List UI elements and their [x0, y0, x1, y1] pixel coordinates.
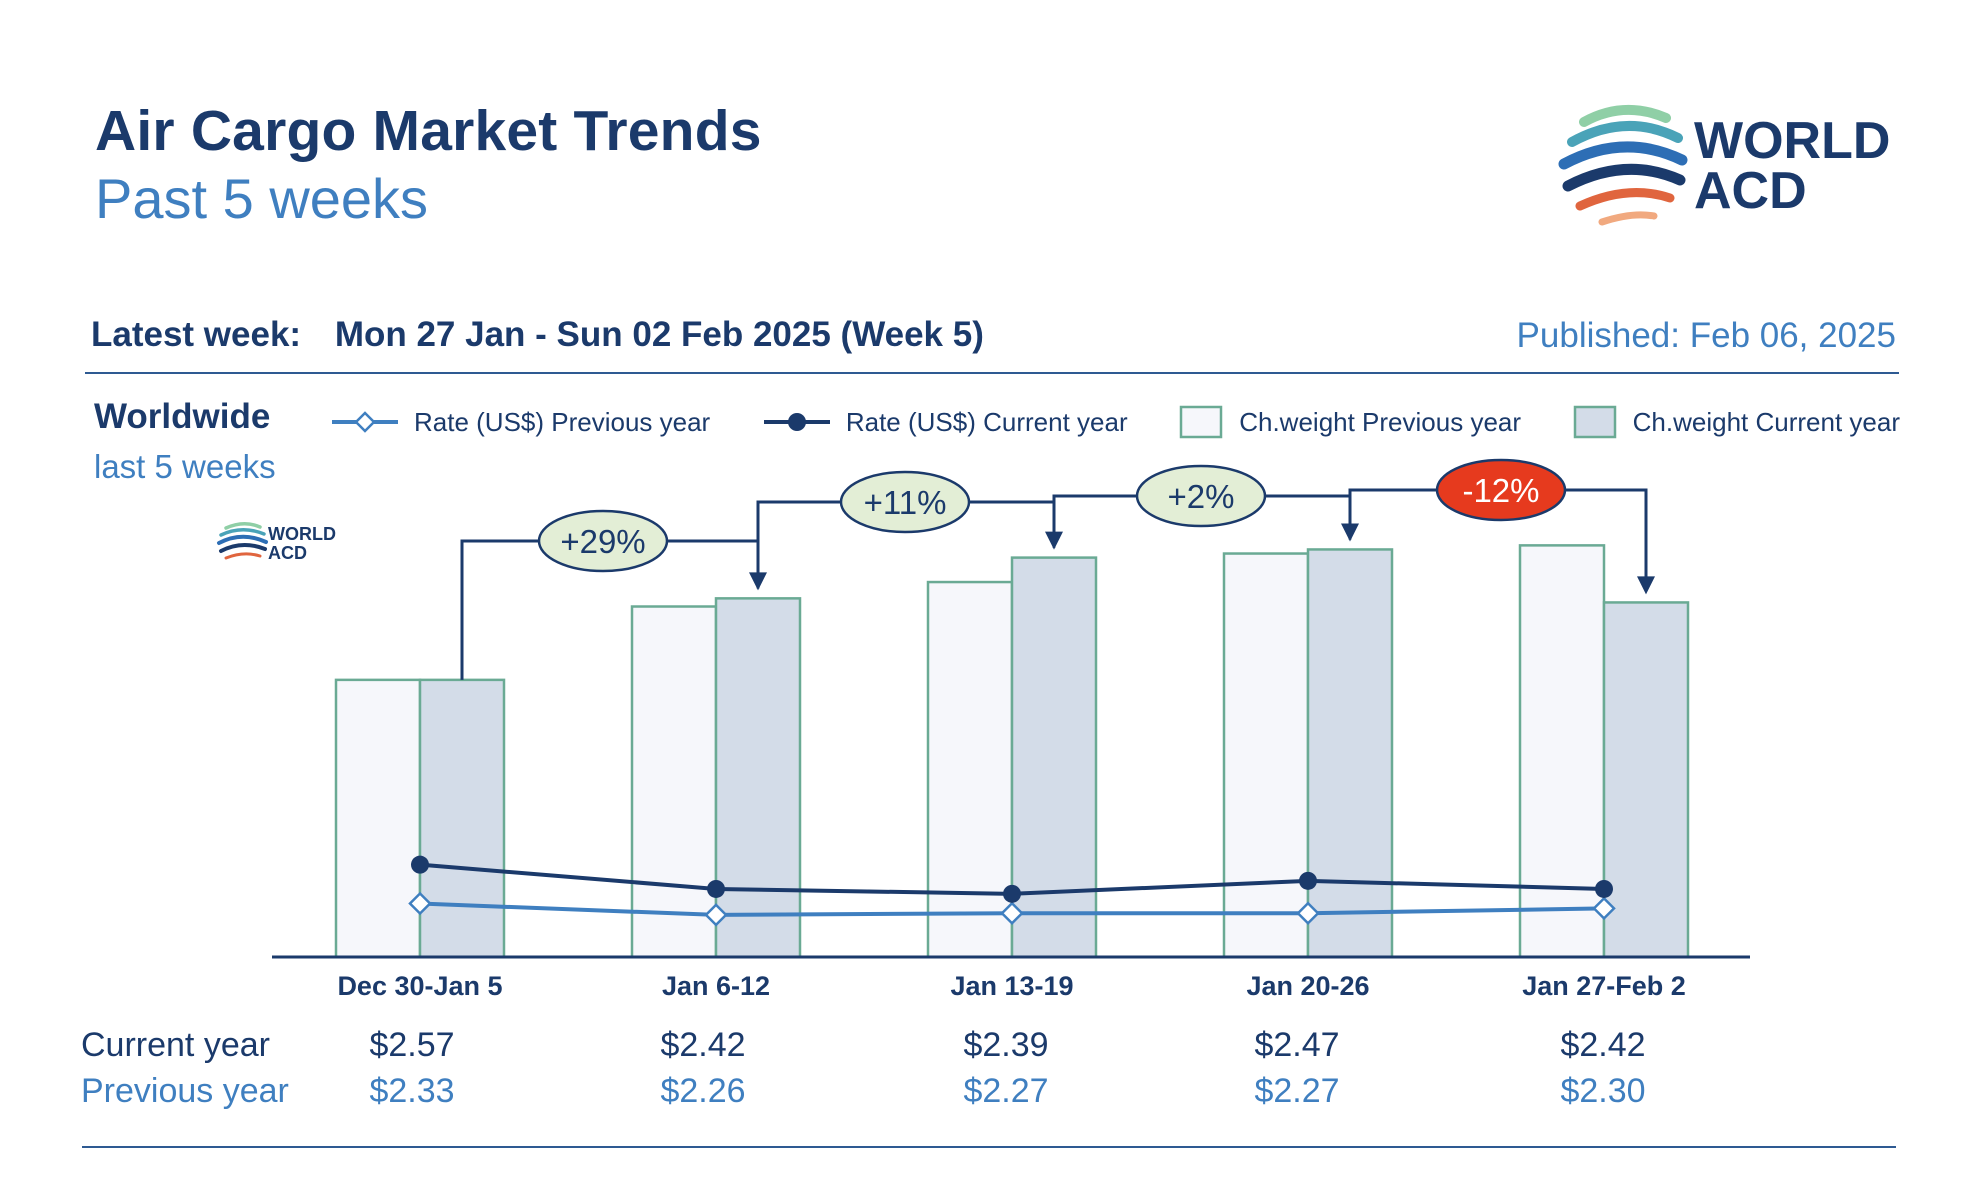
bar-prev-year [630, 605, 718, 959]
bar-current-year [1010, 556, 1098, 959]
rate-current-year-point [1595, 879, 1613, 898]
rate-prev-year-point [408, 891, 432, 916]
footer-divider [82, 1146, 1896, 1148]
previous-year-rate: $2.30 [1560, 1072, 1646, 1110]
legend-label-weight-prev: Ch.weight Previous year [1239, 406, 1522, 437]
current-year-rate: $2.42 [660, 1026, 746, 1064]
x-tick-label: Jan 6-12 [662, 971, 770, 1001]
x-tick-label: Dec 30-Jan 5 [337, 971, 502, 1001]
bar-prev-year [1222, 552, 1310, 959]
rate-prev-year-point [1000, 901, 1024, 926]
world-acd-logo: WORLD ACD [1558, 105, 1890, 226]
change-pill-label: +2% [1168, 478, 1235, 515]
change-pill [1435, 458, 1567, 522]
legend-item-weight-prev: Ch.weight Previous year [1179, 405, 1521, 439]
current-year-rate: $2.39 [963, 1026, 1049, 1064]
region-period: last 5 weeks [94, 448, 276, 485]
change-pill-label: -12% [1462, 472, 1539, 509]
change-pill [537, 509, 669, 573]
legend-item-weight-cur: Ch.weight Current year [1573, 405, 1900, 439]
circle-marker-icon [763, 413, 830, 431]
world-acd-small-logo: WORLD ACD [217, 522, 336, 563]
rate-current-year-point [707, 879, 725, 898]
page-subtitle: Past 5 weeks [95, 167, 429, 230]
previous-year-label: Previous year [81, 1072, 289, 1110]
bar-current-year [714, 597, 802, 959]
previous-year-rate: $2.33 [369, 1072, 455, 1110]
chart-legend: Rate (US$) Previous year Rate (US$) Curr… [330, 400, 1900, 444]
legend-label-weight-cur: Ch.weight Current year [1632, 406, 1900, 437]
small-logo-line1: WORLD [268, 524, 336, 544]
bar-current-year [418, 678, 506, 959]
bar-current-year [1602, 601, 1690, 959]
page-title: Air Cargo Market Trends [95, 99, 762, 163]
legend-item-rate-prev: Rate (US$) Previous year [330, 407, 710, 438]
change-pill-label: +11% [864, 484, 947, 521]
bar-prev-year [926, 580, 1014, 959]
latest-week: Latest week: Mon 27 Jan - Sun 02 Feb 202… [91, 315, 984, 355]
header-divider [85, 372, 1899, 374]
chart-plot: Dec 30-Jan 5 Jan 6-12 Jan 13-19 Jan 20-26 Ja… [272, 458, 1750, 1001]
change-pill [839, 470, 971, 534]
small-logo-line2: ACD [268, 543, 307, 563]
bar-current-year [1306, 548, 1394, 959]
diamond-marker-icon [332, 411, 398, 433]
rate-table: Current year Previous year $2.57 $2.33 $2.… [0, 1020, 1976, 1140]
bar-swatch-prev-icon [1179, 405, 1223, 439]
latest-week-label: Latest week: [91, 315, 302, 354]
logo-line2: ACD [1694, 162, 1807, 220]
x-tick-label: Jan 20-26 [1246, 971, 1369, 1001]
legend-item-rate-cur: Rate (US$) Current year [762, 407, 1128, 438]
bar-prev-year [334, 678, 422, 959]
published-date: Published: Feb 06, 2025 [1516, 316, 1896, 355]
bar-swatch-cur-icon [1573, 405, 1616, 439]
current-year-label: Current year [81, 1026, 270, 1064]
rate-prev-year-point [1296, 901, 1320, 926]
previous-year-rate: $2.27 [1254, 1072, 1340, 1110]
x-tick-label: Jan 27-Feb 2 [1522, 971, 1686, 1001]
x-tick-label: Jan 13-19 [950, 971, 1073, 1001]
logo-line1: WORLD [1694, 112, 1890, 170]
rate-current-year-point [1003, 884, 1021, 903]
legend-label-rate-cur: Rate (US$) Current year [845, 406, 1128, 437]
previous-year-rate: $2.26 [660, 1072, 746, 1110]
current-year-rate: $2.47 [1254, 1026, 1340, 1064]
rate-prev-year-point [1592, 896, 1616, 921]
change-pill-label: +29% [560, 523, 645, 560]
bar-prev-year [1518, 544, 1606, 959]
region-name: Worldwide [94, 397, 271, 436]
legend-label-rate-prev: Rate (US$) Previous year [414, 406, 711, 437]
latest-week-value: Mon 27 Jan - Sun 02 Feb 2025 (Week 5) [334, 315, 984, 354]
previous-year-rate: $2.27 [963, 1072, 1049, 1110]
rate-current-year-point [1299, 871, 1317, 890]
current-year-rate: $2.57 [369, 1026, 455, 1064]
change-arrow-icon [1637, 576, 1655, 595]
rate-prev-year-point [704, 903, 728, 927]
rate-current-year-point [411, 855, 429, 874]
change-pill [1135, 464, 1267, 528]
current-year-rate: $2.42 [1560, 1026, 1646, 1064]
